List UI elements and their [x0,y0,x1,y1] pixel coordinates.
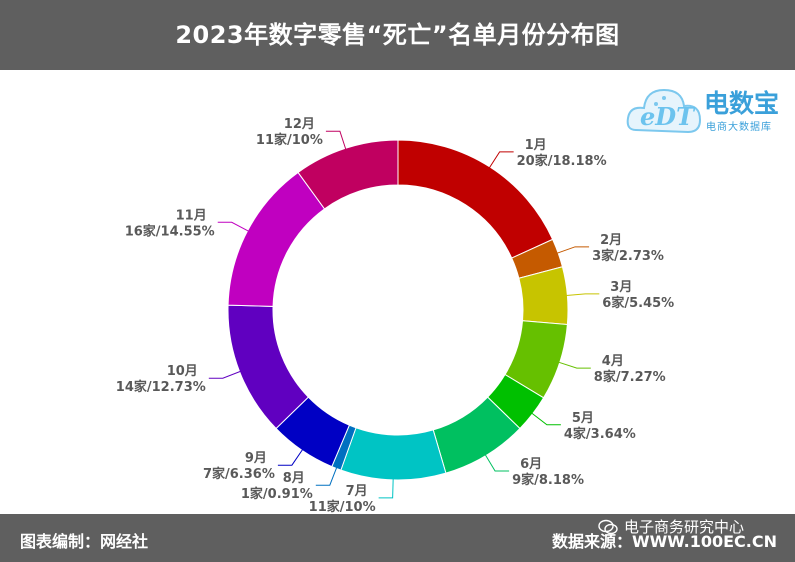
slice-label-value-4: 8家/7.27% [594,369,666,385]
slice-label-month-3: 3月 [610,280,632,295]
donut-slice-11 [227,171,326,307]
slice-label-month-8: 8月 [283,471,305,486]
footer-bar: 图表编制：网经社 数据来源：WWW.100EC.CN [0,514,795,562]
logo: eDT 电数宝 电商大数据库 [626,78,791,144]
slice-label-month-11: 11月 [176,208,207,223]
leader-line-11 [217,221,252,233]
donut-slice-7 [340,427,447,481]
slice-label-month-6: 6月 [520,457,542,472]
logo-mark: eDT [640,102,694,131]
leader-line-4 [555,360,591,369]
header-bar: 2023年数字零售“死亡”名单月份分布图 [0,0,795,70]
leader-line-2 [554,246,590,255]
leader-line-10 [208,369,244,379]
leader-line-8 [315,464,339,486]
slice-label-month-4: 4月 [602,354,624,369]
watermark: 电子商务研究中心 [598,516,744,537]
slice-label-value-7: 11家/10% [309,499,376,514]
slice-label-value-3: 6家/5.45% [602,295,674,311]
slice-label-month-9: 9月 [245,451,267,466]
slice-label-value-1: 20家/18.18% [517,153,607,169]
slice-label-value-10: 14家/12.73% [116,379,206,395]
cloud-icon [626,88,702,134]
slice-label-month-7: 7月 [346,484,368,499]
slice-label-value-12: 11家/10% [256,132,323,148]
leader-line-7 [378,475,394,499]
wechat-icon [598,519,618,534]
watermark-text: 电子商务研究中心 [624,518,745,536]
leader-line-9 [277,446,305,466]
logo-name: 电数宝 [704,89,780,118]
slice-label-value-5: 4家/3.64% [564,426,636,442]
slice-label-month-10: 10月 [167,364,198,379]
leader-line-3 [563,293,600,297]
slice-label-month-1: 1月 [525,138,547,153]
leader-line-5 [529,410,561,426]
logo-subtitle: 电商大数据库 [706,122,772,133]
slice-label-value-11: 16家/14.55% [125,223,215,239]
slice-label-value-8: 1家/0.91% [241,486,313,502]
leader-line-12 [325,130,348,153]
footer-credit: 图表编制：网经社 [20,532,149,551]
leader-line-6 [483,451,510,472]
slice-label-month-5: 5月 [572,411,594,426]
slice-label-month-12: 12月 [284,117,315,132]
slice-label-value-6: 9家/8.18% [512,472,584,488]
slice-label-value-2: 3家/2.73% [592,248,664,264]
chart-title: 2023年数字零售“死亡”名单月份分布图 [175,21,620,49]
slice-label-value-9: 7家/6.36% [203,466,275,482]
footer-source: 数据来源：WWW.100EC.CN [551,532,777,551]
slice-label-month-2: 2月 [600,233,622,248]
leader-line-1 [487,151,514,171]
donut-slice-12 [297,139,399,210]
